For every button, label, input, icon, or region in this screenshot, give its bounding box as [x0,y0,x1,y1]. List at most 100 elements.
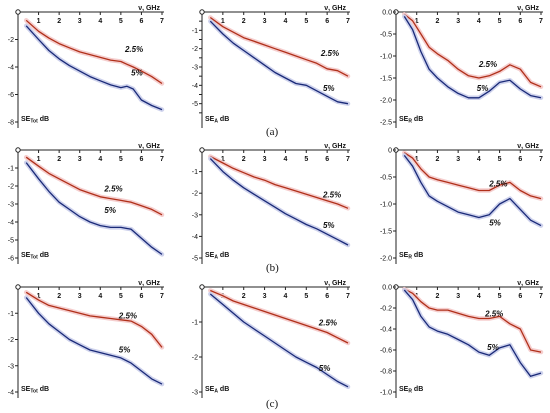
x-axis-label: ν, GHz [517,280,539,287]
x-tick-label: 3 [456,18,460,25]
y-tick-label: -5 [8,238,14,245]
y-axis-label: SEA dB [205,252,229,261]
y-tick-label: -8 [8,120,14,127]
x-tick-label: 4 [98,18,102,25]
y-tick-label: -5 [192,256,198,263]
y-tick-label: -0.4 [380,327,392,334]
y-tick-label: -0.5 [380,175,392,182]
y-tick-label: -1 [8,166,14,173]
series-label: 5% [477,84,489,93]
x-tick-label: 5 [498,156,502,163]
series-line-2-5 [209,16,349,77]
series-line-5 [209,158,349,246]
x-tick-label: 6 [139,18,143,25]
caption-c: (c) [266,398,279,410]
chart-panel-c1: 1 2 3 4 5 6 7 -1 -2 -3 -4 ν, GHz SETot dB 2.5% 5% [8,280,165,398]
axis-origin-marker [15,147,21,153]
series-label: 2.5% [318,319,337,328]
x-axis-label: ν, GHz [324,5,346,12]
x-tick-label: 3 [263,293,267,300]
y-tick-label: -2 [8,337,14,344]
x-tick-label: 4 [98,156,102,163]
y-axis-label: SETot dB [21,386,49,395]
series-line-5 [403,155,542,227]
x-tick-label: 6 [518,18,522,25]
x-tick-label: 6 [139,293,143,300]
series-label: 5% [131,68,143,77]
x-tick-label: 3 [263,156,267,163]
x-tick-label: 1 [415,156,419,163]
y-tick-label: -0.2 [380,306,392,313]
y-axis-label: SEA dB [205,386,229,395]
y-axis-label: SER dB [399,116,423,125]
chart-panel-b3: 1 2 3 4 5 6 7 0 -0.5 -1.0 -1.5 -2.0 ν, GHz SER dB 2.5%… [380,143,544,264]
axis-origin-marker [15,284,21,290]
y-tick-label: -6 [8,256,14,263]
chart-panel-a2: 1 2 3 4 5 6 7 -1 -2 -3 -4 -5 ν, GHz SEA dB 2.5% 5% [192,5,351,128]
y-axis-label: SETot dB [21,252,49,261]
y-tick-label: -3 [8,363,14,370]
x-tick-label: 5 [119,18,123,25]
y-tick-label: -6 [8,92,14,99]
y-tick-label: 0.0 [382,10,392,17]
x-tick-label: 4 [98,293,102,300]
x-tick-label: 4 [477,18,481,25]
y-tick-label: -1.0 [380,390,392,397]
x-tick-label: 2 [57,293,61,300]
x-tick-label: 7 [539,18,543,25]
series-label: 5% [104,206,116,215]
x-tick-label: 6 [325,18,329,25]
x-tick-label: 7 [539,156,543,163]
series-line-5 [209,293,349,388]
y-tick-label: -2.0 [380,98,392,105]
x-tick-label: 6 [325,293,329,300]
x-tick-label: 6 [139,156,143,163]
x-tick-label: 4 [283,156,287,163]
y-tick-label: -4 [192,83,198,90]
x-tick-label: 2 [242,293,246,300]
series-line-2-5 [403,152,542,200]
x-tick-label: 7 [346,18,350,25]
x-tick-label: 2 [435,293,439,300]
y-tick-label: -3 [192,212,198,219]
x-tick-label: 4 [477,293,481,300]
series-label: 5% [487,343,499,352]
x-tick-label: 2 [242,156,246,163]
x-tick-label: 7 [160,156,164,163]
series-line-5 [209,20,349,105]
x-tick-label: 1 [37,293,41,300]
x-tick-label: 7 [346,156,350,163]
series-line-5 [25,162,163,255]
x-tick-label: 7 [160,293,164,300]
series-line-2-5 [210,289,349,344]
axis-origin-marker [199,9,205,15]
series-label: 5% [489,219,501,228]
series-line-2-5 [403,13,542,88]
y-tick-label: -3 [192,65,198,72]
series-label: 5% [323,221,335,230]
series-label: 5% [119,346,131,355]
x-tick-label: 2 [242,18,246,25]
series-label: 5% [319,364,331,373]
x-tick-label: 6 [518,156,522,163]
series-band-5 [23,160,165,257]
x-tick-label: 3 [456,156,460,163]
y-tick-label: 0 [388,148,392,155]
x-tick-label: 5 [304,293,308,300]
y-tick-label: -1 [8,311,14,318]
axis-origin-marker [15,9,21,15]
y-tick-label: -1.5 [380,229,392,236]
y-axis-label: SER dB [399,252,423,261]
x-tick-label: 4 [283,293,287,300]
x-axis-label: ν, GHz [138,280,160,287]
x-tick-label: 5 [119,293,123,300]
y-tick-label: -2 [8,37,14,44]
x-tick-label: 1 [221,18,225,25]
series-band-5 [402,14,544,101]
y-tick-label: -4 [8,65,14,72]
x-tick-label: 3 [263,18,267,25]
y-tick-label: -0.5 [380,32,392,39]
series-label: 2.5% [484,309,503,318]
x-axis-label: ν, GHz [517,143,539,150]
